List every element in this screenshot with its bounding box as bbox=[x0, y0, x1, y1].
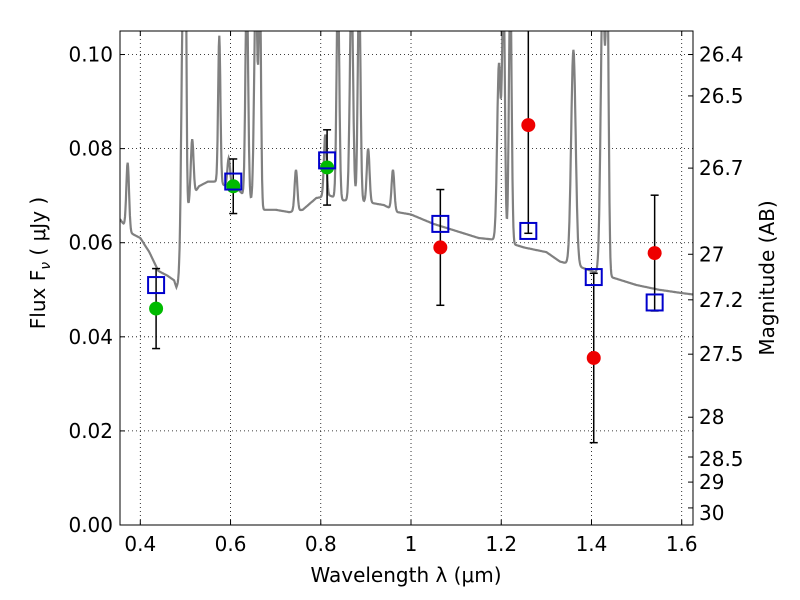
x-tick-label: 0.4 bbox=[124, 532, 156, 556]
y2-tick-label: 27.2 bbox=[699, 288, 744, 312]
plot-area bbox=[120, 31, 693, 525]
model-photometry-box bbox=[584, 268, 603, 287]
y-axis-label-unit: ( μJy ) bbox=[26, 197, 50, 262]
sed-spectrum-line bbox=[120, 31, 693, 296]
x-tick-label: 1.6 bbox=[666, 532, 698, 556]
y2-axis-label: Magnitude (AB) bbox=[755, 200, 779, 355]
model-photometry-box bbox=[431, 214, 450, 233]
observed-point-nir bbox=[586, 350, 601, 365]
y-tick-label: 0.04 bbox=[68, 325, 113, 349]
model-photometry-box bbox=[224, 172, 243, 191]
x-axis-ticks: 0.4 0.6 0.8 1 1.2 1.4 1.6 bbox=[124, 31, 698, 556]
y-axis-ticks: 0.00 0.02 0.04 0.06 0.08 0.10 bbox=[68, 43, 125, 537]
y-tick-label: 0.08 bbox=[68, 137, 113, 161]
y-axis-label: Flux Fν ( μJy ) bbox=[26, 197, 54, 329]
model-photometry-box bbox=[147, 276, 166, 295]
y2-tick-label: 28.5 bbox=[699, 447, 744, 471]
model-photometry-box bbox=[645, 293, 664, 312]
y2-tick-label: 26.5 bbox=[699, 84, 744, 108]
y2-tick-label: 28 bbox=[699, 405, 724, 429]
y2-tick-label: 26.7 bbox=[699, 156, 744, 180]
x-tick-label: 1 bbox=[405, 532, 418, 556]
x-tick-label: 0.6 bbox=[215, 532, 247, 556]
y2-axis-ticks: 26.4 26.5 26.7 27 27.2 27.5 28 28.529 30 bbox=[688, 43, 744, 525]
x-tick-label: 0.8 bbox=[305, 532, 337, 556]
y-tick-label: 0.00 bbox=[68, 513, 113, 537]
y-tick-label: 0.06 bbox=[68, 231, 113, 255]
plot-frame bbox=[119, 30, 694, 526]
observed-point-nir bbox=[433, 240, 448, 255]
y-tick-label: 0.02 bbox=[68, 419, 113, 443]
y-axis-label-subscript: ν bbox=[38, 262, 54, 270]
y2-tick-label: 30 bbox=[699, 501, 724, 525]
observed-point-optical bbox=[226, 179, 241, 194]
observed-point-nir bbox=[647, 246, 662, 261]
y2-tick-label: 27 bbox=[699, 242, 724, 266]
y-tick-label: 0.10 bbox=[68, 43, 113, 67]
x-tick-label: 1.2 bbox=[485, 532, 517, 556]
observed-point-optical bbox=[149, 301, 164, 316]
y2-tick-label: 29 bbox=[699, 470, 724, 494]
sed-curve-layer bbox=[120, 31, 693, 296]
y2-tick-label: 27.5 bbox=[699, 342, 744, 366]
observed-point-nir bbox=[521, 118, 536, 133]
y2-tick-label: 26.4 bbox=[699, 43, 744, 67]
x-tick-label: 1.4 bbox=[576, 532, 608, 556]
model-photometry-box bbox=[519, 221, 538, 240]
x-axis-label: Wavelength λ (μm) bbox=[310, 563, 501, 587]
model-photometry-box bbox=[318, 151, 337, 170]
model-photometry-layer bbox=[147, 151, 664, 312]
y-axis-label-main: Flux F bbox=[26, 270, 50, 329]
